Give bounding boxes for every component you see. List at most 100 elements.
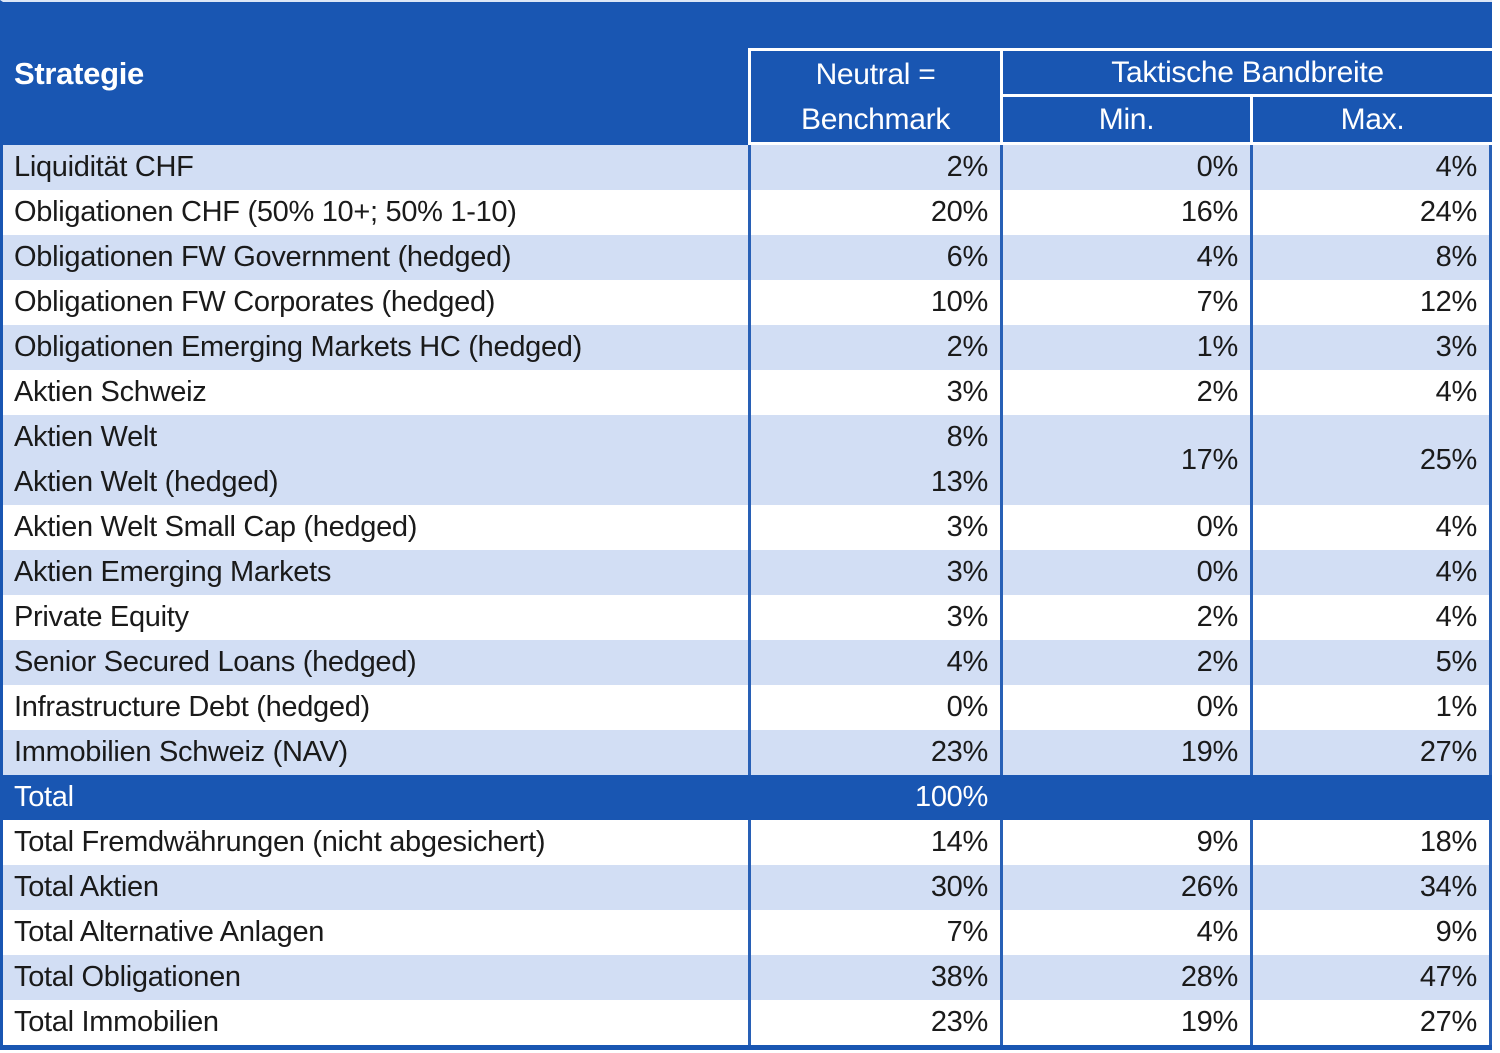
min-cell: 0% [1000, 505, 1250, 550]
max-cell: 4% [1250, 505, 1492, 550]
strategy-cell: Private Equity [14, 601, 189, 633]
max-cell: 4% [1250, 370, 1492, 415]
table-row: Liquidität CHF 2% 0% 4% [3, 145, 1492, 190]
table-body: Liquidität CHF 2% 0% 4% Obligationen CHF (50… [3, 145, 1492, 1045]
strategy-column-header: Strategie [14, 55, 144, 91]
min-cell: 9% [1000, 820, 1250, 865]
table-row: Immobilien Schweiz (NAV) 23% 19% 27% [3, 730, 1492, 775]
table-row: Obligationen FW Corporates (hedged) 10% 7%… [3, 280, 1492, 325]
strategy-cell: Senior Secured Loans (hedged) [14, 646, 417, 678]
benchmark-cell: 2% [748, 325, 1000, 370]
value-column-headers: Neutral = Benchmark Taktische Bandbreite… [748, 48, 1492, 145]
min-cell: 16% [1000, 190, 1250, 235]
table-row: Obligationen CHF (50% 10+; 50% 1-10) 20% 1… [3, 190, 1492, 235]
total-row: Total 100% [3, 775, 1492, 820]
strategy-cell: Total [14, 781, 74, 813]
benchmark-cell: 30% [748, 865, 1000, 910]
table-row: Infrastructure Debt (hedged) 0% 0% 1% [3, 685, 1492, 730]
max-cell: 1% [1250, 685, 1492, 730]
table-row: Aktien Schweiz 3% 2% 4% [3, 370, 1492, 415]
min-column-header: Min. [1000, 97, 1250, 145]
strategy-cell: Liquidität CHF [14, 151, 194, 183]
min-cell: 0% [1000, 145, 1250, 190]
benchmark-cell: 2% [748, 145, 1000, 190]
strategy-cell: Obligationen FW Corporates (hedged) [14, 286, 496, 318]
min-cell: 2% [1000, 370, 1250, 415]
max-cell: 27% [1250, 1000, 1492, 1045]
min-cell: 19% [1000, 1000, 1250, 1045]
table-row: Obligationen FW Government (hedged) 6% 4% 8… [3, 235, 1492, 280]
benchmark-cell: 38% [748, 955, 1000, 1000]
min-cell: 0% [1000, 685, 1250, 730]
benchmark-header-line2: Benchmark [800, 102, 951, 136]
table-header: Strategie Neutral = Benchmark Taktische … [3, 2, 1492, 145]
min-cell [1000, 775, 1250, 820]
max-cell: 3% [1250, 325, 1492, 370]
table-row: Obligationen Emerging Markets HC (hedged… [3, 325, 1492, 370]
benchmark-cell: 3% [748, 370, 1000, 415]
min-cell: 1% [1000, 325, 1250, 370]
benchmark-cell: 14% [748, 820, 1000, 865]
strategy-cell: Aktien Schweiz [14, 376, 207, 408]
benchmark-cell: 20% [748, 190, 1000, 235]
max-cell: 4% [1250, 595, 1492, 640]
table-row: Total Fremdwährungen (nicht abgesichert)… [3, 820, 1492, 865]
benchmark-column-header: Neutral = Benchmark [748, 48, 1000, 145]
strategy-cell: Obligationen FW Government (hedged) [14, 241, 512, 273]
benchmark-cell: 3% [748, 550, 1000, 595]
strategy-cell: Aktien Welt Small Cap (hedged) [14, 511, 418, 543]
min-cell: 19% [1000, 730, 1250, 775]
max-cell: 12% [1250, 280, 1492, 325]
table-row: Aktien Welt Aktien Welt (hedged) 8% 13% 17% 2… [3, 415, 1492, 505]
max-cell: 24% [1250, 190, 1492, 235]
max-cell: 9% [1250, 910, 1492, 955]
min-cell: 2% [1000, 595, 1250, 640]
max-cell: 5% [1250, 640, 1492, 685]
strategy-cell: Total Alternative Anlagen [14, 916, 325, 948]
min-cell: 17% [1000, 415, 1250, 505]
table-row: Total Aktien 30% 26% 34% [3, 865, 1492, 910]
max-cell: 25% [1250, 415, 1492, 505]
max-cell [1250, 775, 1492, 820]
benchmark-cell: 23% [748, 1000, 1000, 1045]
max-cell: 4% [1250, 550, 1492, 595]
table-row: Total Alternative Anlagen 7% 4% 9% [3, 910, 1492, 955]
benchmark-cell: 10% [748, 280, 1000, 325]
benchmark-cell: 8% [748, 415, 1000, 460]
min-cell: 4% [1000, 235, 1250, 280]
table-row: Total Obligationen 38% 28% 47% [3, 955, 1492, 1000]
max-cell: 27% [1250, 730, 1492, 775]
strategy-cell: Infrastructure Debt (hedged) [14, 691, 370, 723]
benchmark-cell: 3% [748, 595, 1000, 640]
benchmark-cell: 100% [748, 775, 1000, 820]
strategy-cell: Total Immobilien [14, 1006, 219, 1038]
benchmark-cell: 0% [748, 685, 1000, 730]
benchmark-cell: 23% [748, 730, 1000, 775]
min-cell: 4% [1000, 910, 1250, 955]
strategy-cell: Aktien Welt [14, 421, 157, 453]
min-cell: 7% [1000, 280, 1250, 325]
strategy-cell: Total Aktien [14, 871, 159, 903]
min-cell: 28% [1000, 955, 1250, 1000]
min-cell: 26% [1000, 865, 1250, 910]
strategy-cell: Total Obligationen [14, 961, 241, 993]
strategy-cell: Immobilien Schweiz (NAV) [14, 736, 348, 768]
min-cell: 0% [1000, 550, 1250, 595]
max-column-header: Max. [1250, 97, 1492, 145]
strategy-cell: Aktien Emerging Markets [14, 556, 332, 588]
benchmark-cell: 3% [748, 505, 1000, 550]
table-row: Aktien Emerging Markets 3% 0% 4% [3, 550, 1492, 595]
table-row: Private Equity 3% 2% 4% [3, 595, 1492, 640]
strategy-cell: Aktien Welt (hedged) [14, 466, 279, 498]
benchmark-cell: 13% [748, 460, 1000, 505]
max-cell: 47% [1250, 955, 1492, 1000]
strategy-cell: Obligationen CHF (50% 10+; 50% 1-10) [14, 196, 517, 228]
table-row: Senior Secured Loans (hedged) 4% 2% 5% [3, 640, 1492, 685]
max-cell: 34% [1250, 865, 1492, 910]
benchmark-cell: 6% [748, 235, 1000, 280]
max-cell: 4% [1250, 145, 1492, 190]
table-row: Aktien Welt Small Cap (hedged) 3% 0% 4% [3, 505, 1492, 550]
strategy-cell: Obligationen Emerging Markets HC (hedged… [14, 331, 582, 363]
benchmark-cell: 7% [748, 910, 1000, 955]
